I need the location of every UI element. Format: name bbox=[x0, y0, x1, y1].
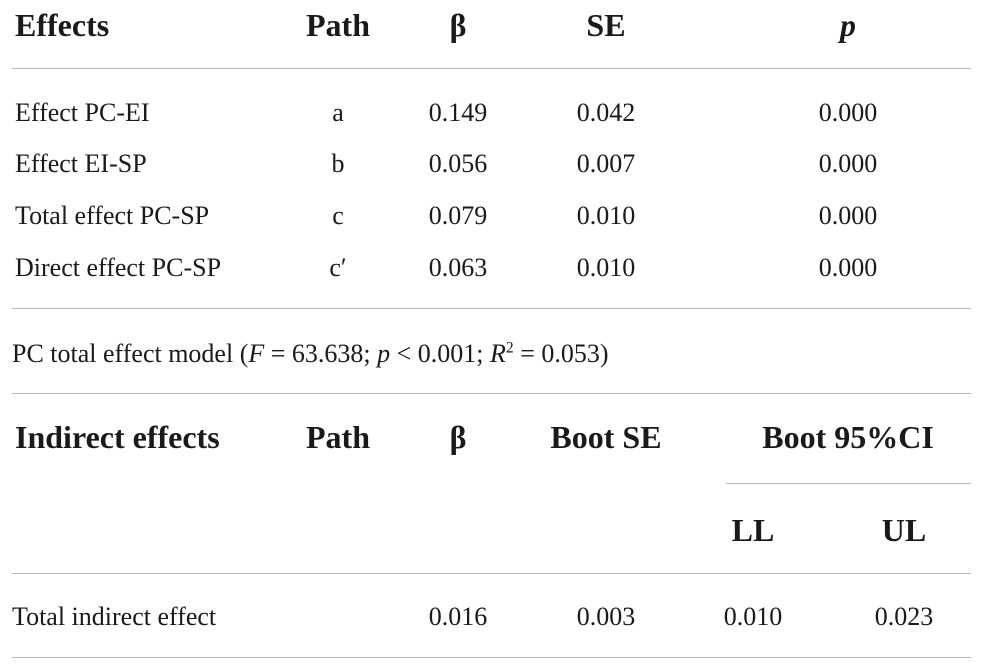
ci-subheader-rule bbox=[726, 483, 971, 484]
p-value: 0.000 bbox=[818, 201, 878, 230]
header-beta-2: β bbox=[449, 419, 467, 455]
se-value: 0.042 bbox=[576, 98, 636, 127]
boot-se-value: 0.003 bbox=[576, 602, 636, 631]
header-se: SE bbox=[586, 7, 626, 43]
path-value: c bbox=[332, 201, 344, 230]
path-value: b bbox=[331, 149, 345, 178]
effect-label: Total effect PC-SP bbox=[15, 201, 210, 230]
p-value-note: < 0.001; bbox=[390, 339, 491, 368]
header-p: p bbox=[840, 7, 856, 43]
beta-value: 0.056 bbox=[428, 149, 488, 178]
header-indirect-effects: Indirect effects bbox=[15, 419, 220, 455]
header-ll: LL bbox=[731, 512, 775, 548]
header-effects: Effects bbox=[15, 7, 110, 43]
effect-label: Effect EI-SP bbox=[15, 149, 147, 178]
header-beta: β bbox=[449, 7, 467, 43]
p-value: 0.000 bbox=[818, 98, 878, 127]
header-rule bbox=[12, 68, 971, 69]
p-value: 0.000 bbox=[818, 253, 878, 282]
header-path: Path bbox=[306, 7, 370, 43]
path-value: a bbox=[332, 98, 344, 127]
path-value: c′ bbox=[329, 253, 347, 282]
effect-label: Total indirect effect bbox=[12, 602, 217, 631]
se-value: 0.010 bbox=[576, 201, 636, 230]
header-boot-se: Boot SE bbox=[550, 419, 662, 455]
header-ul: UL bbox=[881, 512, 927, 548]
se-value: 0.007 bbox=[576, 149, 636, 178]
beta-value: 0.016 bbox=[428, 602, 488, 631]
header-boot-ci: Boot 95%CI bbox=[762, 419, 934, 455]
r-value: = 0.053) bbox=[513, 339, 609, 368]
r-superscript: 2 bbox=[505, 339, 514, 357]
ul-value: 0.023 bbox=[874, 602, 934, 631]
model-note: PC total effect model (F = 63.638; p < 0… bbox=[12, 339, 609, 368]
beta-value: 0.149 bbox=[428, 98, 488, 127]
effect-label: Effect PC-EI bbox=[15, 98, 150, 127]
table2-header-rule bbox=[12, 573, 971, 574]
p-symbol: p bbox=[377, 339, 391, 368]
header-path-2: Path bbox=[306, 419, 370, 455]
r-symbol: R bbox=[490, 339, 506, 368]
p-value: 0.000 bbox=[818, 149, 878, 178]
f-value: = 63.638; bbox=[264, 339, 378, 368]
beta-value: 0.063 bbox=[428, 253, 488, 282]
table2-bottom-rule bbox=[12, 657, 971, 658]
se-value: 0.010 bbox=[576, 253, 636, 282]
ll-value: 0.010 bbox=[723, 602, 783, 631]
beta-value: 0.079 bbox=[428, 201, 488, 230]
model-note-prefix: PC total effect model ( bbox=[12, 339, 249, 368]
effect-label: Direct effect PC-SP bbox=[15, 253, 222, 282]
table1-bottom-rule bbox=[12, 308, 971, 309]
f-symbol: F bbox=[248, 339, 265, 368]
note-rule bbox=[12, 393, 971, 394]
